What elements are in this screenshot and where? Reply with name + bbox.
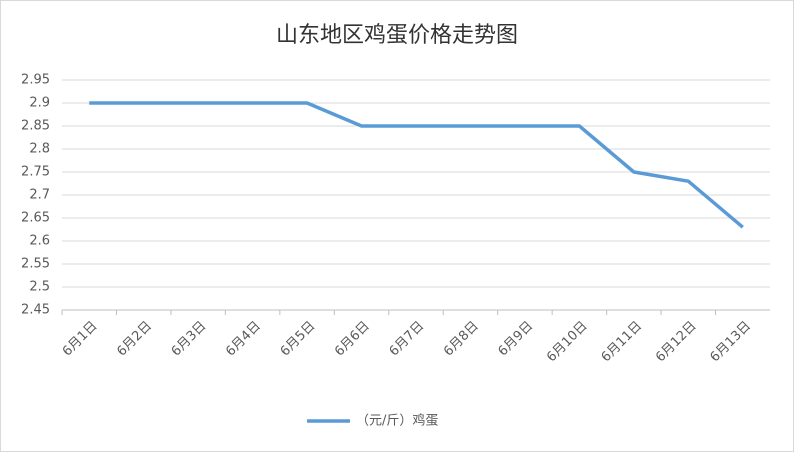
y-tick-label: 2.55 — [21, 257, 50, 272]
y-tick-label: 2.6 — [29, 234, 50, 249]
legend-label: （元/斤）鸡蛋 — [356, 413, 438, 429]
y-tick-label: 2.85 — [21, 119, 50, 134]
y-tick-label: 2.9 — [29, 96, 50, 111]
chart-title: 山东地区鸡蛋价格走势图 — [276, 23, 518, 48]
y-tick-label: 2.75 — [21, 165, 50, 180]
y-tick-label: 2.95 — [21, 73, 50, 88]
line-series — [89, 101, 744, 229]
y-tick-label: 2.8 — [29, 142, 50, 157]
y-tick-label: 2.7 — [29, 188, 50, 203]
y-tick-label: 2.5 — [29, 280, 50, 295]
y-tick-label: 2.45 — [21, 303, 50, 318]
y-tick-label: 2.65 — [21, 211, 50, 226]
